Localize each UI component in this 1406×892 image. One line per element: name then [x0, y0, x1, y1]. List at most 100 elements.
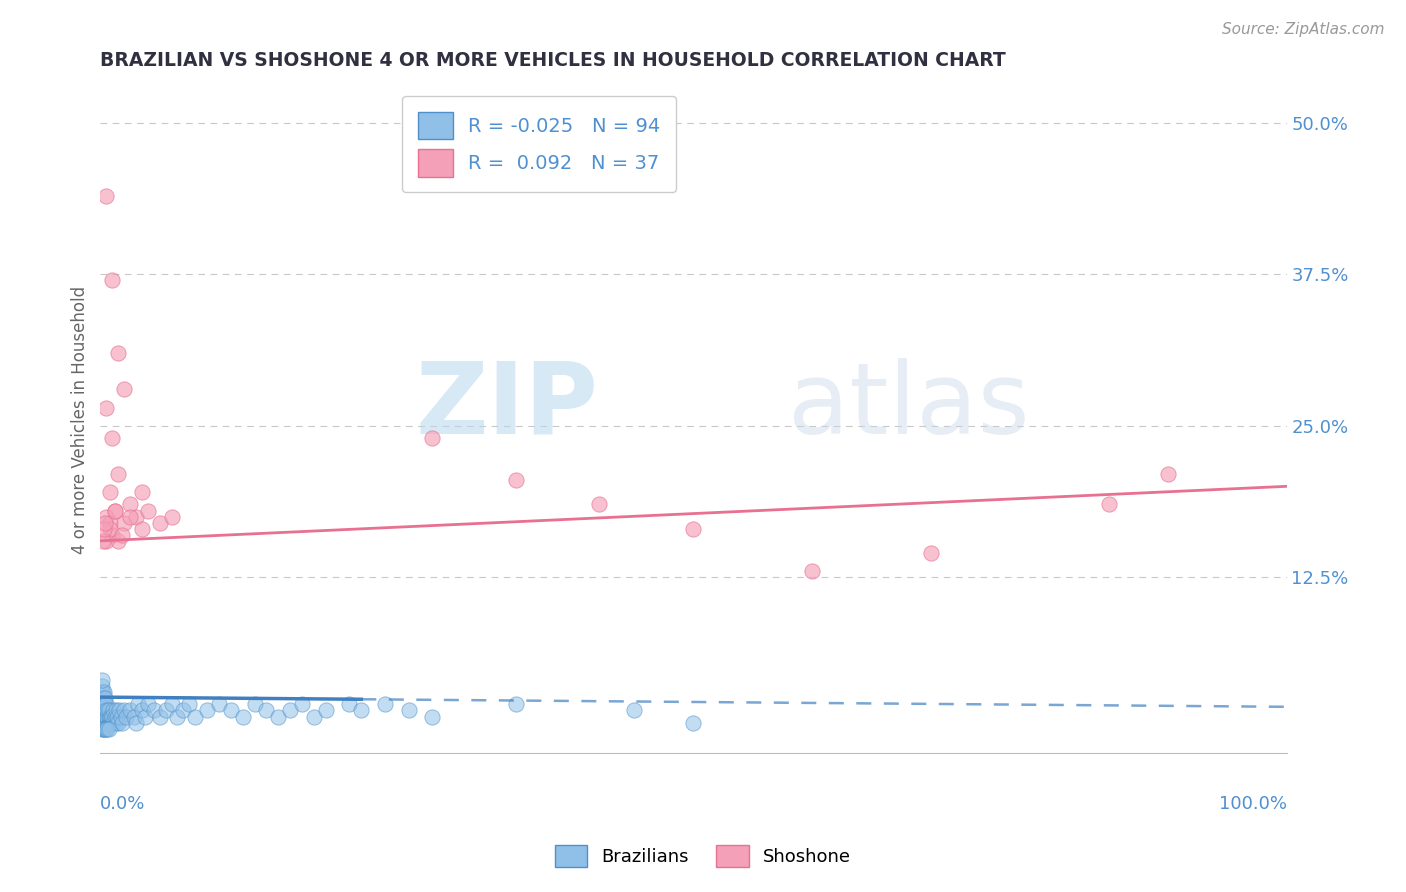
Point	[155, 703, 177, 717]
Point	[1157, 467, 1180, 482]
Point	[96, 703, 118, 717]
Point	[96, 715, 118, 730]
Point	[94, 715, 117, 730]
Point	[160, 509, 183, 524]
Point	[101, 715, 124, 730]
Point	[920, 546, 942, 560]
Point	[90, 685, 112, 699]
Point	[118, 498, 141, 512]
Point	[243, 698, 266, 712]
Point	[96, 401, 118, 415]
Point	[131, 703, 153, 717]
Point	[96, 715, 118, 730]
Point	[232, 709, 254, 723]
Point	[96, 188, 118, 202]
Point	[101, 431, 124, 445]
Point	[118, 509, 141, 524]
Point	[107, 346, 129, 360]
Point	[91, 722, 114, 736]
Point	[96, 533, 118, 548]
Point	[94, 703, 117, 717]
Point	[98, 715, 121, 730]
Point	[131, 522, 153, 536]
Point	[172, 703, 194, 717]
Point	[112, 383, 135, 397]
Point	[1098, 498, 1121, 512]
Point	[93, 522, 115, 536]
Point	[103, 503, 125, 517]
Point	[94, 722, 117, 736]
Point	[127, 698, 149, 712]
Point	[93, 691, 115, 706]
Point	[112, 516, 135, 530]
Point	[93, 685, 115, 699]
Point	[91, 685, 114, 699]
Point	[90, 698, 112, 712]
Point	[91, 709, 114, 723]
Text: BRAZILIAN VS SHOSHONE 4 OR MORE VEHICLES IN HOUSEHOLD CORRELATION CHART: BRAZILIAN VS SHOSHONE 4 OR MORE VEHICLES…	[100, 51, 1007, 70]
Text: ZIP: ZIP	[416, 358, 599, 455]
Text: atlas: atlas	[789, 358, 1031, 455]
Point	[315, 703, 337, 717]
Point	[254, 703, 277, 717]
Point	[122, 709, 145, 723]
Point	[505, 698, 527, 712]
Point	[623, 703, 645, 717]
Point	[136, 503, 159, 517]
Point	[166, 709, 188, 723]
Point	[103, 503, 125, 517]
Point	[96, 703, 118, 717]
Point	[96, 722, 118, 736]
Point	[90, 703, 112, 717]
Point	[125, 509, 148, 524]
Text: 100.0%: 100.0%	[1219, 796, 1286, 814]
Point	[422, 709, 444, 723]
Point	[115, 709, 138, 723]
Point	[96, 709, 118, 723]
Point	[112, 703, 135, 717]
Point	[350, 703, 373, 717]
Point	[110, 709, 132, 723]
Point	[91, 703, 114, 717]
Point	[90, 691, 112, 706]
Point	[91, 698, 114, 712]
Point	[107, 715, 129, 730]
Point	[91, 533, 114, 548]
Y-axis label: 4 or more Vehicles in Household: 4 or more Vehicles in Household	[72, 285, 89, 554]
Point	[96, 709, 118, 723]
Text: 0.0%: 0.0%	[100, 796, 146, 814]
Legend: R = -0.025   N = 94, R =  0.092   N = 37: R = -0.025 N = 94, R = 0.092 N = 37	[402, 96, 676, 192]
Point	[105, 709, 128, 723]
Point	[96, 698, 118, 712]
Text: Source: ZipAtlas.com: Source: ZipAtlas.com	[1222, 22, 1385, 37]
Point	[91, 691, 114, 706]
Point	[93, 698, 115, 712]
Point	[98, 522, 121, 536]
Point	[90, 715, 112, 730]
Point	[801, 564, 824, 578]
Point	[94, 691, 117, 706]
Point	[101, 528, 124, 542]
Point	[278, 703, 301, 717]
Point	[131, 485, 153, 500]
Point	[149, 516, 172, 530]
Point	[91, 715, 114, 730]
Point	[291, 698, 314, 712]
Point	[100, 709, 122, 723]
Point	[97, 709, 120, 723]
Point	[103, 709, 125, 723]
Point	[90, 709, 112, 723]
Point	[134, 709, 156, 723]
Point	[94, 698, 117, 712]
Point	[267, 709, 290, 723]
Point	[118, 703, 141, 717]
Point	[195, 703, 218, 717]
Point	[142, 703, 165, 717]
Point	[101, 273, 124, 287]
Point	[103, 715, 125, 730]
Point	[682, 715, 704, 730]
Point	[107, 467, 129, 482]
Point	[98, 709, 121, 723]
Point	[96, 722, 118, 736]
Legend: Brazilians, Shoshone: Brazilians, Shoshone	[547, 838, 859, 874]
